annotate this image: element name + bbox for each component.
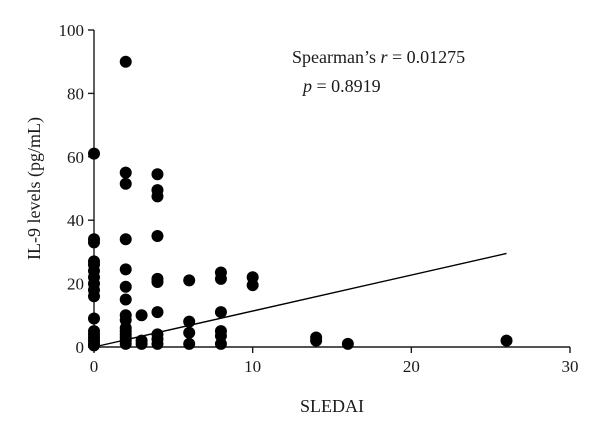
data-point [88,236,100,249]
y-tick-label: 0 [76,338,85,357]
data-point [135,337,148,350]
data-point [214,337,227,350]
data-point [500,334,513,347]
stat-prefix: Spearman’s [292,47,380,67]
y-axis-title: IL-9 levels (pg/mL) [24,117,45,260]
data-point [214,306,227,319]
y-tick-label: 60 [67,148,84,167]
data-point [119,293,132,306]
x-tick-label: 20 [403,357,420,376]
data-point [183,274,196,287]
data-point [151,230,164,243]
data-point [135,309,148,322]
x-tick-label: 0 [90,357,99,376]
data-point [88,339,100,352]
data-point [151,190,164,203]
stat-symbol: r [380,47,388,67]
data-point [119,263,132,276]
x-tick-label: 30 [562,357,579,376]
data-point [151,306,164,319]
fit-line [93,252,507,348]
data-point [88,312,100,325]
y-tick-label: 20 [67,275,84,294]
y-tick-label: 80 [67,84,84,103]
data-point [119,280,132,293]
data-points [88,55,513,352]
p-value: = 0.8919 [312,76,381,96]
p-symbol: p [301,76,312,96]
data-point [151,276,164,289]
y-ticks: 0 20 40 60 80 100 [59,21,94,357]
y-tick-label: 40 [67,211,84,230]
p-value-annotation: p = 0.8919 [301,76,381,96]
x-axis-title: SLEDAI [300,396,364,416]
data-point [246,279,259,292]
x-tick-label: 10 [244,357,261,376]
data-point [151,168,164,181]
data-point [214,272,227,285]
spearman-annotation: Spearman’s r = 0.01275 [292,47,465,67]
x-ticks: 0 10 20 30 [90,347,579,376]
data-point [119,177,132,190]
y-tick-label: 100 [59,21,85,40]
data-point [119,55,132,68]
stat-value: = 0.01275 [388,47,466,67]
data-point [119,233,132,246]
data-point [183,337,196,350]
data-point [151,337,164,350]
data-point [88,290,100,303]
data-point [88,147,100,160]
data-point [341,337,354,350]
data-point [183,326,196,339]
data-point [310,334,323,347]
data-point [119,166,132,179]
